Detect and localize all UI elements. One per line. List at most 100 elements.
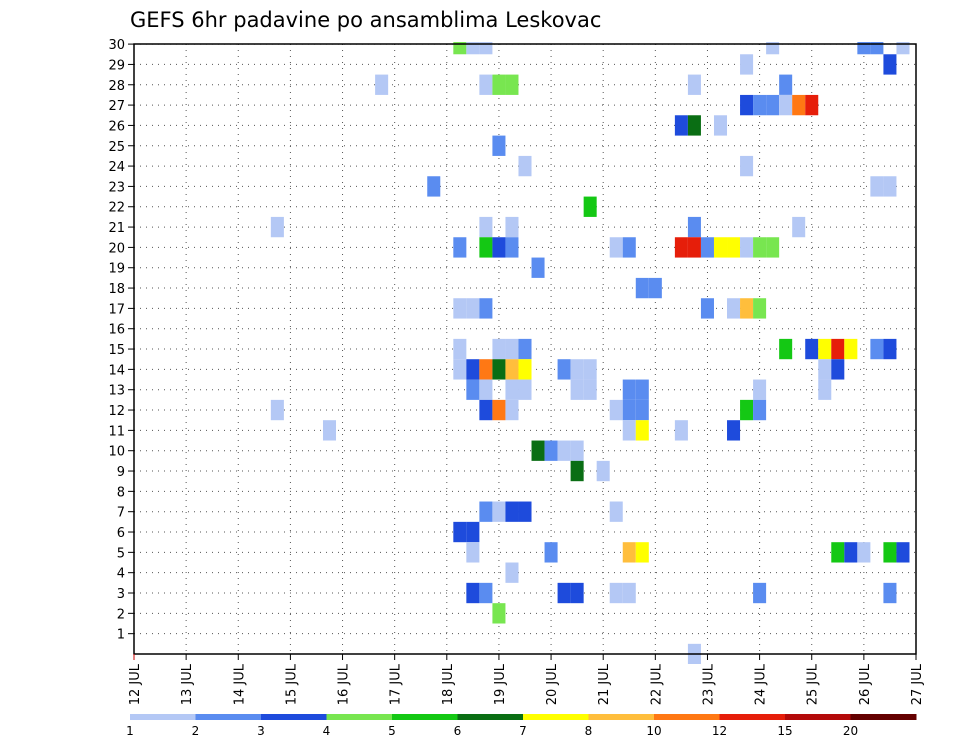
- heatmap-cell: [700, 237, 714, 258]
- heatmap-cell: [753, 94, 767, 116]
- heatmap-cell: [870, 338, 884, 360]
- legend-swatch: [392, 714, 458, 720]
- heatmap-cell: [375, 74, 389, 95]
- heatmap-cell: [466, 359, 480, 380]
- heatmap-cell: [779, 74, 793, 95]
- heatmap-cell: [609, 237, 623, 258]
- y-tick-label: 1: [117, 628, 125, 643]
- heatmap-cell: [883, 582, 897, 604]
- heatmap-cell: [883, 542, 897, 563]
- heatmap-cell: [505, 359, 519, 380]
- legend-label: 5: [388, 724, 396, 738]
- legend-swatch: [195, 714, 262, 720]
- heatmap-cell: [583, 359, 597, 380]
- heatmap-cell: [831, 542, 845, 563]
- heatmap-cell: [687, 237, 701, 258]
- heatmap-cell: [857, 542, 871, 563]
- x-tick-label: 27 JUL: [910, 663, 925, 705]
- y-tick-label: 2: [117, 607, 125, 622]
- heatmap-cell: [792, 216, 806, 238]
- heatmap-cell: [492, 338, 506, 360]
- y-tick-label: 30: [108, 38, 125, 53]
- heatmap-cell: [570, 359, 584, 380]
- heatmap-cell: [505, 237, 519, 258]
- heatmap-cell: [674, 420, 688, 441]
- heatmap-cell: [674, 237, 688, 258]
- heatmap-cell: [740, 94, 754, 116]
- heatmap-cell: [453, 42, 467, 55]
- y-tick-label: 5: [117, 546, 125, 561]
- legend-swatch: [130, 714, 196, 720]
- heatmap-cell: [635, 542, 649, 563]
- y-tick-label: 4: [117, 567, 125, 582]
- heatmap-cell: [844, 338, 858, 360]
- heatmap-cell: [818, 338, 832, 360]
- heatmap-cell: [857, 42, 871, 55]
- legend-label: 8: [585, 724, 593, 738]
- y-tick-label: 21: [108, 221, 125, 236]
- x-tick-label: 12 JUL: [128, 663, 143, 705]
- heatmap-cell: [622, 420, 636, 441]
- y-tick-label: 17: [108, 302, 125, 317]
- legend: 1 2 3 4 5 6 7 8 10 12 15 20: [126, 714, 917, 738]
- heatmap-cell: [479, 501, 493, 522]
- heatmap-cell: [870, 42, 884, 55]
- heatmap-cell: [700, 298, 714, 319]
- heatmap-cell: [753, 298, 767, 319]
- heatmap-cell: [713, 115, 728, 136]
- heatmap-cell: [479, 298, 493, 319]
- heatmap-cell: [492, 399, 506, 421]
- heatmap-cells: [270, 42, 910, 664]
- x-tick-label: 15 JUL: [284, 663, 299, 705]
- heatmap-cell: [622, 379, 636, 400]
- heatmap-cell: [270, 399, 284, 421]
- heatmap-cell: [831, 359, 845, 380]
- heatmap-cell: [544, 440, 558, 461]
- y-tick-label: 27: [108, 99, 125, 114]
- heatmap-cell: [531, 257, 545, 278]
- heatmap-cell: [479, 42, 493, 55]
- heatmap-cell: [674, 115, 688, 136]
- legend-swatch: [523, 714, 589, 720]
- legend-label: 15: [777, 724, 792, 738]
- heatmap-cell: [505, 74, 519, 95]
- x-tick-label: 20 JUL: [545, 663, 560, 705]
- heatmap-cell: [609, 582, 623, 604]
- heatmap-cell: [492, 74, 506, 95]
- heatmap-cell: [505, 379, 519, 400]
- y-tick-label: 26: [108, 119, 125, 134]
- heatmap-cell: [740, 54, 754, 75]
- heatmap-cell: [818, 379, 832, 400]
- x-tick-label: 26 JUL: [858, 663, 873, 705]
- heatmap-cell: [453, 237, 467, 258]
- heatmap-cell: [883, 54, 897, 75]
- heatmap-cell: [570, 379, 584, 400]
- y-tick-label: 15: [108, 343, 125, 358]
- heatmap-cell: [583, 196, 597, 217]
- heatmap-cell: [557, 582, 571, 604]
- legend-label: 20: [843, 724, 858, 738]
- heatmap-cell: [453, 338, 467, 360]
- y-tick-label: 18: [108, 282, 125, 297]
- heatmap-cell: [466, 582, 480, 604]
- heatmap-cell: [479, 216, 493, 238]
- legend-label: 7: [519, 724, 527, 738]
- legend-label: 4: [323, 724, 331, 738]
- legend-label: 3: [257, 724, 265, 738]
- heatmap-cell: [831, 338, 845, 360]
- heatmap-cell: [466, 521, 480, 543]
- y-tick-label: 16: [108, 323, 125, 338]
- heatmap-cell: [727, 237, 741, 258]
- heatmap-cell: [883, 176, 897, 197]
- heatmap-cell: [753, 582, 767, 604]
- x-tick-label: 25 JUL: [806, 663, 821, 705]
- y-tick-label: 10: [108, 445, 125, 460]
- heatmap-cell: [322, 420, 337, 441]
- heatmap-cell: [479, 582, 493, 604]
- heatmap-cell: [766, 42, 780, 55]
- heatmap-cell: [753, 237, 767, 258]
- heatmap-cell: [492, 603, 506, 624]
- x-tick-label: 17 JUL: [389, 663, 404, 705]
- y-tick-label: 24: [108, 160, 125, 175]
